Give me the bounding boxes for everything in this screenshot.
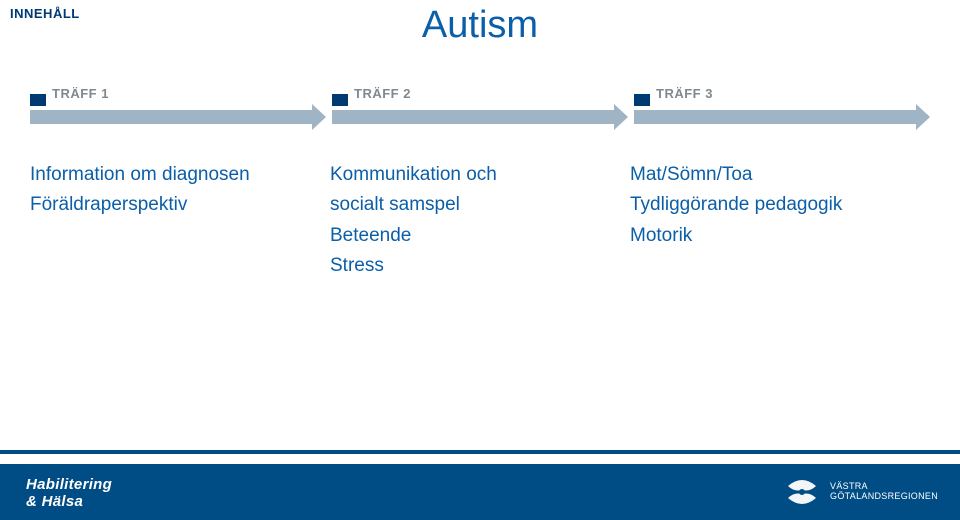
arrow-bar bbox=[634, 110, 916, 124]
col1-line1: Information om diagnosen bbox=[30, 160, 312, 190]
arrow-head bbox=[312, 104, 326, 130]
arrow-label: TRÄFF 2 bbox=[354, 86, 411, 101]
slide: INNEHÅLL Autism TRÄFF 1 TRÄFF 2 TRÄFF 3 … bbox=[0, 0, 960, 520]
arrow-tab bbox=[30, 94, 46, 106]
col3-line1: Mat/Sömn/Toa bbox=[630, 160, 912, 190]
arrow-bar bbox=[332, 110, 614, 124]
col2-line4: Stress bbox=[330, 251, 612, 281]
col3-line3: Motorik bbox=[630, 221, 912, 251]
col1-line2: Föräldraperspektiv bbox=[30, 190, 312, 220]
col2-line3: Beteende bbox=[330, 221, 612, 251]
arrow-label: TRÄFF 3 bbox=[656, 86, 713, 101]
vgr-text: VÄSTRA GÖTALANDSREGIONEN bbox=[830, 482, 938, 502]
arrow-1: TRÄFF 1 bbox=[30, 100, 326, 126]
page-title: Autism bbox=[0, 4, 960, 47]
arrow-3: TRÄFF 3 bbox=[634, 100, 930, 126]
arrow-label: TRÄFF 1 bbox=[52, 86, 109, 101]
content-columns: Information om diagnosen Föräldraperspek… bbox=[30, 160, 930, 282]
footer-left-logo: Habilitering & Hälsa bbox=[26, 476, 112, 510]
col2-line1: Kommunikation och bbox=[330, 160, 612, 190]
column-3: Mat/Sömn/Toa Tydliggörande pedagogik Mot… bbox=[630, 160, 930, 282]
arrow-bar bbox=[30, 110, 312, 124]
timeline-arrows: TRÄFF 1 TRÄFF 2 TRÄFF 3 bbox=[30, 100, 930, 140]
column-2: Kommunikation och socialt samspel Beteen… bbox=[330, 160, 630, 282]
footer-gap bbox=[0, 454, 960, 464]
vgr-mark-icon bbox=[782, 472, 822, 512]
footer-bar: Habilitering & Hälsa VÄSTRA GÖTALANDSREG… bbox=[0, 464, 960, 520]
arrow-2: TRÄFF 2 bbox=[332, 100, 628, 126]
footer-right-logo: VÄSTRA GÖTALANDSREGIONEN bbox=[782, 472, 938, 512]
col2-line2: socialt samspel bbox=[330, 190, 612, 220]
footer-left-line2: & Hälsa bbox=[26, 493, 112, 510]
footer-left-line1: Habilitering bbox=[26, 476, 112, 493]
column-1: Information om diagnosen Föräldraperspek… bbox=[30, 160, 330, 282]
arrow-head bbox=[916, 104, 930, 130]
arrow-tab bbox=[332, 94, 348, 106]
arrow-head bbox=[614, 104, 628, 130]
vgr-line2: GÖTALANDSREGIONEN bbox=[830, 492, 938, 502]
arrow-tab bbox=[634, 94, 650, 106]
col3-line2: Tydliggörande pedagogik bbox=[630, 190, 912, 220]
